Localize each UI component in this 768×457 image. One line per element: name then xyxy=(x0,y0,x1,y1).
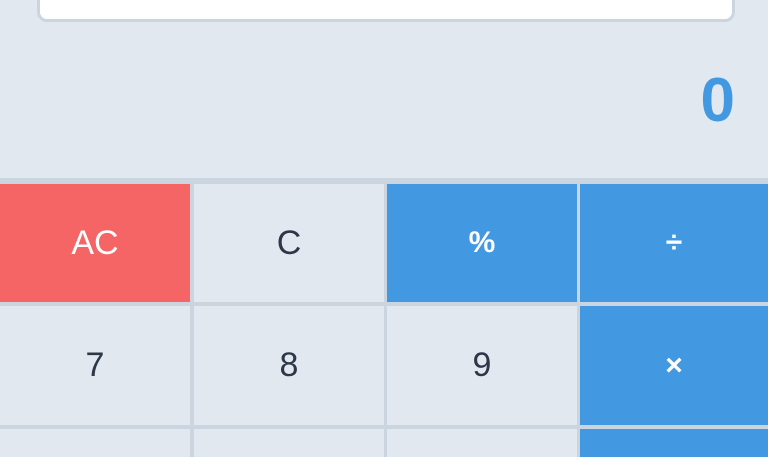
button[interactable]: 7 xyxy=(0,306,190,425)
button[interactable] xyxy=(0,429,190,457)
button[interactable] xyxy=(580,429,768,457)
button[interactable] xyxy=(194,429,384,457)
button[interactable]: % xyxy=(387,184,577,302)
button[interactable]: AC xyxy=(0,184,190,302)
button[interactable] xyxy=(387,429,577,457)
button[interactable]: × xyxy=(580,306,768,425)
display-value: 0 xyxy=(700,66,735,135)
button[interactable]: C xyxy=(194,184,384,302)
button[interactable]: ÷ xyxy=(580,184,768,302)
keypad: AC C% ÷ 7 8 9 × xyxy=(0,178,768,457)
button[interactable]: 8 xyxy=(194,306,384,425)
button[interactable]: 9 xyxy=(387,306,577,425)
input-field[interactable] xyxy=(37,0,735,22)
